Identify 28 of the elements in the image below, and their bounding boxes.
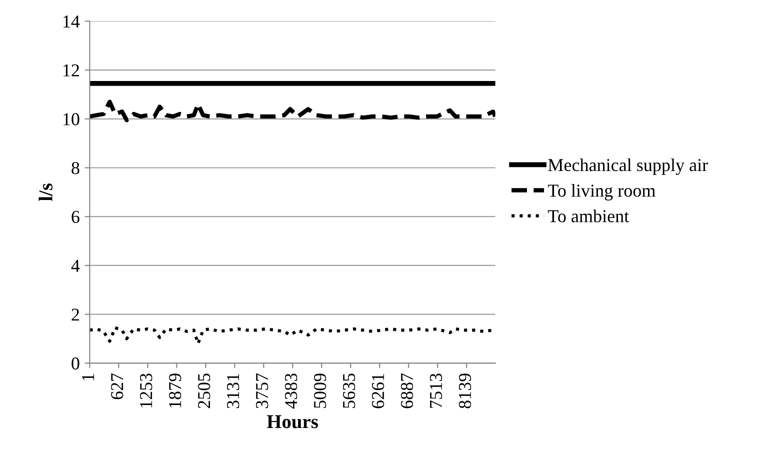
legend-label: To ambient [548, 210, 630, 222]
y-tick-label: 2 [72, 308, 79, 321]
x-tick-label: 3131 [227, 374, 240, 408]
y-tick-label: 0 [72, 357, 80, 370]
x-tick-label: 3757 [256, 373, 268, 408]
x-axis-title: Hours [266, 415, 318, 428]
legend-label: To living room [548, 184, 656, 200]
y-tick-label: 8 [72, 162, 80, 174]
x-tick-label: 1879 [169, 374, 182, 408]
y-tick-label: 4 [71, 260, 80, 272]
y-tick-label: 10 [64, 113, 80, 126]
x-tick-label: 8139 [458, 374, 472, 408]
x-tick-label: 6887 [400, 373, 414, 408]
y-tick-label: 14 [64, 16, 80, 28]
y-axis-title: l/s [38, 183, 52, 201]
legend-label: Mechanical supply air [548, 158, 708, 175]
y-tick-label: 6 [72, 210, 80, 224]
x-tick-label: 5635 [342, 374, 356, 408]
x-tick-label: 5009 [314, 374, 326, 408]
x-tick-label: 4383 [284, 374, 298, 409]
x-tick-label: 7513 [430, 374, 442, 408]
x-tick-label: 627 [111, 373, 124, 400]
x-tick-label: 1253 [140, 374, 152, 408]
x-tick-label: 1 [82, 374, 94, 380]
line-series [90, 100, 496, 122]
y-tick-label: 12 [64, 64, 79, 76]
x-tick-label: 2505 [198, 374, 210, 408]
x-tick-label: 6261 [372, 374, 384, 408]
